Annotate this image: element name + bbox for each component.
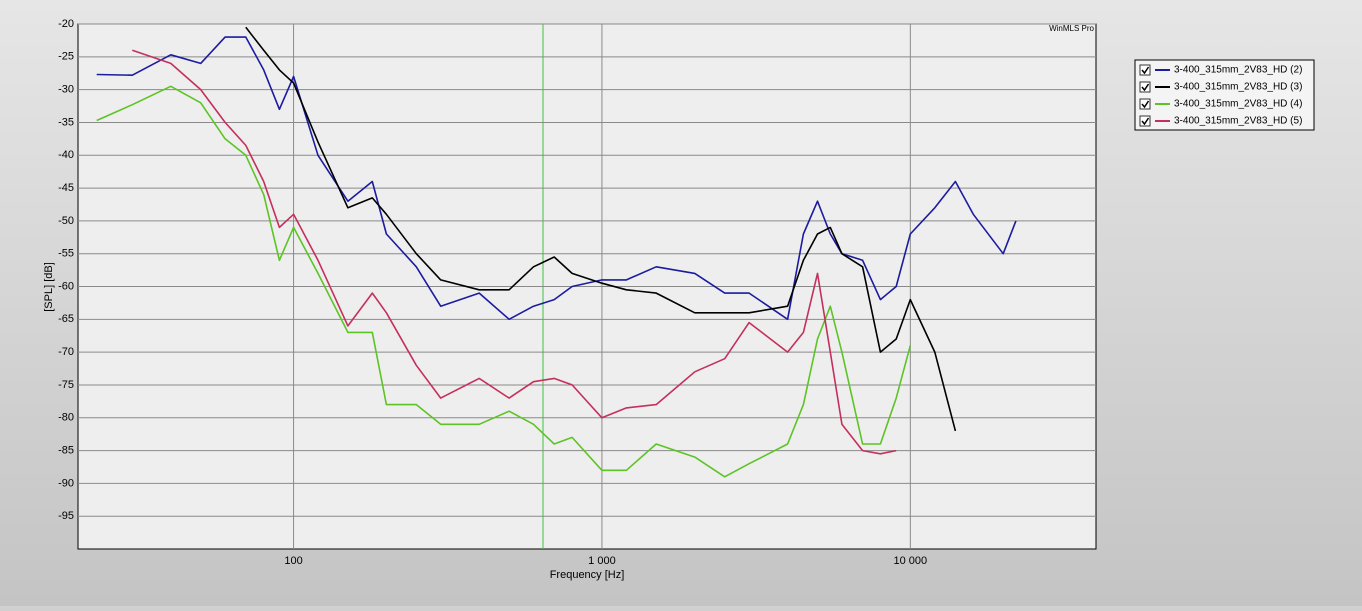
y-tick-label: -85: [58, 444, 74, 456]
legend-checkbox[interactable]: [1139, 64, 1151, 76]
y-tick-label: -65: [58, 313, 74, 325]
legend-label: 3-400_315mm_2V83_HD (4): [1174, 99, 1302, 110]
y-tick-label: -40: [58, 149, 74, 161]
y-tick-label: -50: [58, 215, 74, 227]
x-tick-label: 1 000: [588, 555, 616, 567]
y-tick-label: -60: [58, 280, 74, 292]
y-tick-label: -25: [58, 51, 74, 63]
legend: [1134, 59, 1315, 131]
y-tick-label: -90: [58, 477, 74, 489]
legend-checkbox[interactable]: [1139, 98, 1151, 110]
legend-label: 3-400_315mm_2V83_HD (5): [1174, 116, 1302, 127]
y-tick-label: -20: [58, 18, 74, 30]
legend-label: 3-400_315mm_2V83_HD (3): [1174, 82, 1302, 93]
x-tick-label: 100: [284, 555, 302, 567]
y-tick-label: -80: [58, 412, 74, 424]
legend-check: [1141, 100, 1150, 109]
y-tick-label: -95: [58, 510, 74, 522]
y-tick-label: -70: [58, 346, 74, 358]
y-tick-label: -75: [58, 379, 74, 391]
legend-check: [1141, 117, 1150, 126]
y-tick-label: -35: [58, 116, 74, 128]
legend-check: [1141, 66, 1150, 75]
legend-checkbox[interactable]: [1139, 115, 1151, 127]
series-line: [96, 36, 1017, 321]
x-axis-label: Frequency [Hz]: [550, 569, 625, 581]
y-tick-label: -45: [58, 182, 74, 194]
y-tick-label: -55: [58, 248, 74, 260]
legend-label: 3-400_315mm_2V83_HD (2): [1174, 65, 1302, 76]
legend-check: [1141, 83, 1150, 92]
x-tick-label: 10 000: [894, 555, 928, 567]
legend-checkbox[interactable]: [1139, 81, 1151, 93]
y-tick-label: -30: [58, 84, 74, 96]
series-line: [96, 85, 912, 478]
series-line: [132, 49, 897, 455]
series-line: [245, 26, 957, 432]
chart-title: WinMLS Pro: [1049, 24, 1094, 33]
y-axis-label: [SPL] [dB]: [43, 262, 55, 312]
